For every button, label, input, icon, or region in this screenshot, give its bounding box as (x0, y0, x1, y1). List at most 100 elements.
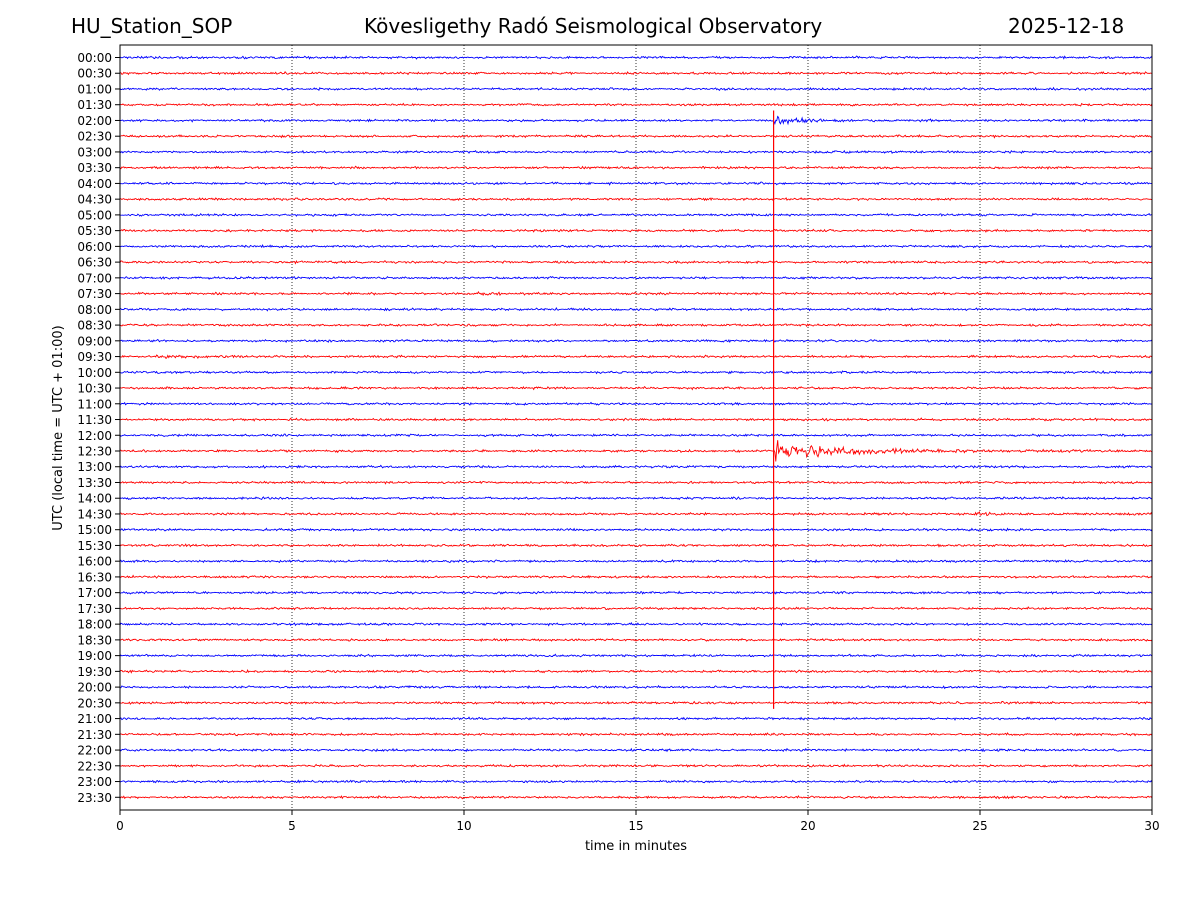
y-tick-label: 05:00 (77, 208, 112, 222)
y-tick-label: 15:00 (77, 523, 112, 537)
y-tick-label: 18:30 (77, 633, 112, 647)
y-tick-label: 14:00 (77, 492, 112, 506)
trace-0130 (120, 102, 1153, 107)
trace-0430 (119, 197, 1153, 202)
trace-0230 (119, 133, 1153, 139)
trace-2130 (120, 732, 1153, 737)
y-tick-label: 12:30 (77, 445, 112, 459)
y-tick-label: 23:00 (77, 775, 112, 789)
x-axis-label: time in minutes (585, 839, 687, 854)
y-tick-label: 06:30 (77, 256, 112, 270)
y-tick-label: 11:00 (77, 397, 112, 411)
y-tick-label: 04:30 (77, 193, 112, 207)
y-tick-label: 01:30 (77, 98, 112, 112)
trace-1900 (119, 653, 1153, 658)
trace-0500 (119, 212, 1153, 217)
trace-2300 (119, 779, 1153, 784)
y-tick-label: 09:00 (77, 334, 112, 348)
y-tick-label: 17:30 (77, 602, 112, 616)
trace-0100 (119, 86, 1153, 91)
trace-1730 (119, 606, 1153, 611)
trace-0800 (119, 307, 1153, 312)
trace-1130 (119, 417, 1153, 422)
y-tick-label: 10:00 (77, 366, 112, 380)
y-tick-label: 09:30 (77, 350, 112, 364)
trace-1200 (119, 433, 1153, 438)
trace-0530 (119, 228, 1152, 233)
x-axis: 0 5 10 15 20 25 30 (116, 810, 1160, 833)
trace-0400 (119, 181, 1153, 186)
x-tick-label: 0 (116, 819, 124, 833)
y-tick-label: 13:30 (77, 476, 112, 490)
y-tick-label: 10:30 (77, 382, 112, 396)
trace-1800 (119, 621, 1153, 627)
observatory-title: Kövesligethy Radó Seismological Observat… (364, 14, 823, 38)
y-axis-label: UTC (local time = UTC + 01:00) (51, 325, 66, 530)
trace-1000 (119, 370, 1153, 375)
y-tick-label: 13:00 (77, 460, 112, 474)
trace-0200 (120, 115, 1153, 126)
y-tick-label: 15:30 (77, 539, 112, 553)
trace-1500 (119, 527, 1153, 532)
y-tick-label: 06:00 (77, 240, 112, 254)
grid-lines (291, 45, 981, 810)
trace-0000 (119, 55, 1153, 60)
y-tick-label: 00:30 (77, 67, 112, 81)
y-tick-label: 01:00 (77, 82, 112, 96)
y-tick-label: 19:00 (77, 649, 112, 663)
y-tick-label: 19:30 (77, 665, 112, 679)
trace-2000 (119, 684, 1153, 690)
x-tick-label: 5 (288, 819, 296, 833)
y-tick-label: 20:00 (77, 681, 112, 695)
trace-0700 (119, 275, 1153, 281)
trace-1100 (119, 401, 1153, 406)
y-tick-label: 18:00 (77, 618, 112, 632)
trace-1030 (119, 385, 1153, 391)
y-tick-label: 08:00 (77, 303, 112, 317)
x-tick-label: 30 (1144, 819, 1159, 833)
y-tick-label: 07:00 (77, 271, 112, 285)
trace-1330 (119, 480, 1153, 485)
record-date: 2025-12-18 (1008, 14, 1125, 38)
y-tick-label: 20:30 (77, 696, 112, 710)
trace-1600 (119, 559, 1153, 564)
y-tick-label: 08:30 (77, 319, 112, 333)
y-tick-label: 16:30 (77, 570, 112, 584)
trace-2030 (119, 700, 1153, 706)
trace-0900 (119, 338, 1153, 343)
trace-0600 (119, 243, 1153, 249)
x-tick-label: 10 (456, 819, 471, 833)
trace-2100 (119, 716, 1153, 721)
y-tick-label: 17:00 (77, 586, 112, 600)
trace-1700 (119, 590, 1153, 595)
y-tick-label: 23:30 (77, 791, 112, 805)
trace-2200 (119, 747, 1153, 753)
y-tick-label: 16:00 (77, 555, 112, 569)
y-tick-label: 11:30 (77, 413, 112, 427)
trace-0930 (119, 354, 1153, 360)
y-tick-label: 22:30 (77, 759, 112, 773)
trace-1400 (119, 496, 1153, 501)
y-tick-label: 03:30 (77, 161, 112, 175)
y-tick-label: 02:00 (77, 114, 112, 128)
y-tick-label: 22:00 (77, 744, 112, 758)
y-tick-label: 12:00 (77, 429, 112, 443)
y-tick-label: 04:00 (77, 177, 112, 191)
trace-1630 (119, 574, 1153, 580)
trace-1930 (119, 668, 1153, 674)
trace-0630 (119, 259, 1153, 265)
trace-0300 (119, 149, 1153, 154)
trace-0730 (119, 291, 1153, 297)
trace-1530 (119, 543, 1153, 548)
x-tick-label: 15 (628, 819, 643, 833)
trace-2330 (119, 794, 1153, 800)
y-tick-label: 00:00 (77, 51, 112, 65)
trace-0830 (119, 322, 1153, 328)
trace-0330 (119, 165, 1153, 170)
y-tick-label: 21:00 (77, 712, 112, 726)
trace-1830 (119, 637, 1153, 642)
trace-1230 (119, 440, 1153, 462)
station-name: HU_Station_SOP (71, 14, 233, 38)
trace-0030 (119, 71, 1153, 76)
